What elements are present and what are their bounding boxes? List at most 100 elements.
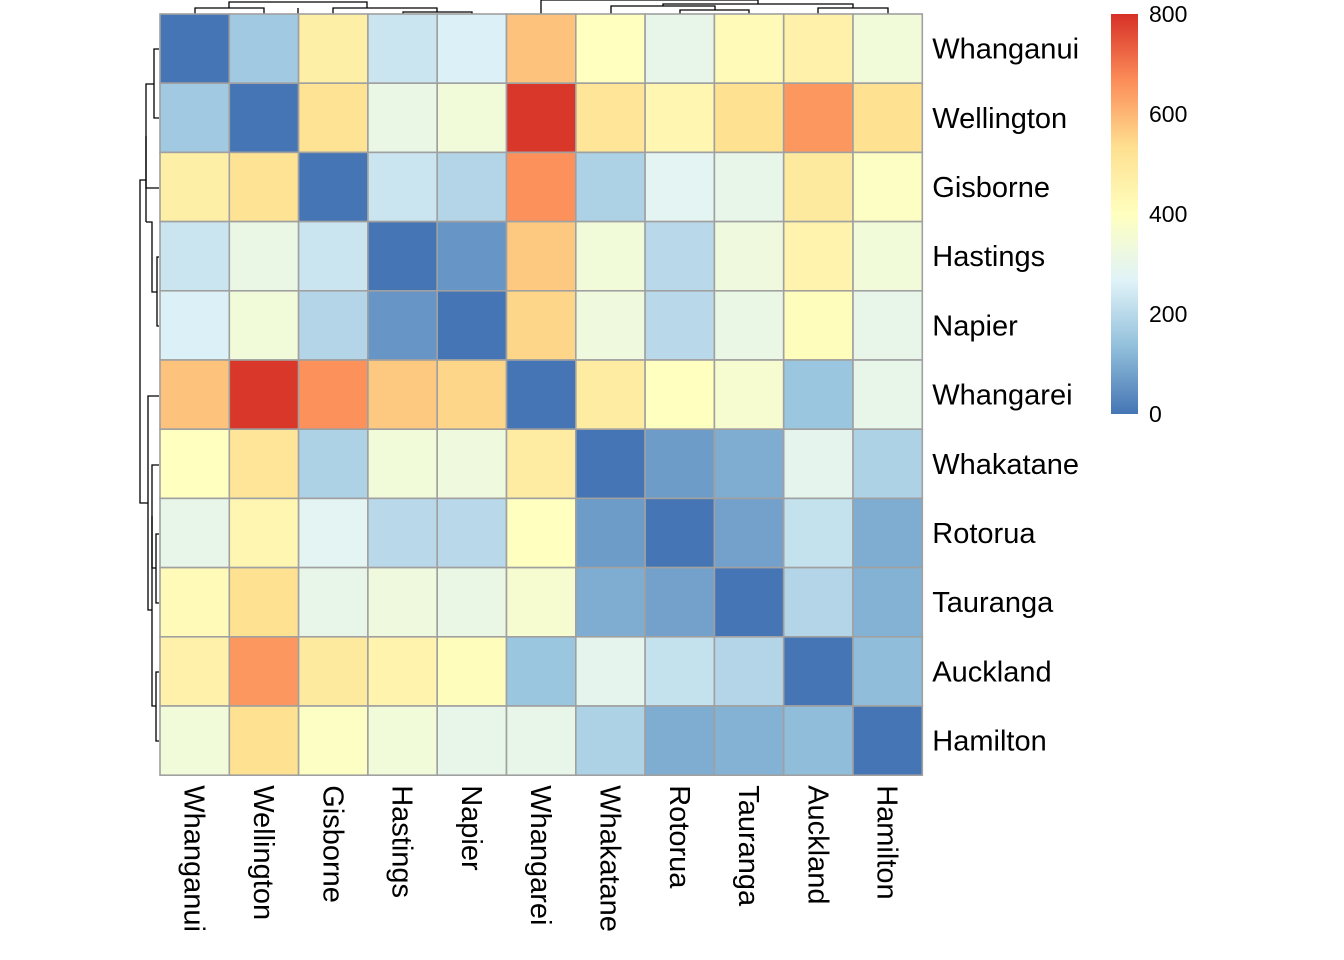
legend-gradient-bar	[1111, 14, 1138, 414]
row-label: Hastings	[932, 241, 1045, 273]
heatmap-cell	[505, 82, 577, 154]
heatmap-cell	[852, 497, 924, 569]
heatmap-cell	[574, 359, 646, 430]
heatmap-cell	[159, 705, 231, 776]
heatmap-cell	[505, 635, 577, 707]
heatmap-cell	[367, 359, 438, 430]
heatmap-cell	[367, 13, 438, 84]
row-label: Gisborne	[932, 172, 1050, 204]
heatmap-cell	[713, 151, 785, 223]
heatmap-cell	[782, 705, 854, 776]
heatmap-cell	[228, 428, 300, 500]
heatmap-cell	[505, 151, 577, 223]
row-label: Hamilton	[932, 726, 1046, 758]
heatmap-cell	[782, 566, 854, 638]
heatmap-cell	[574, 151, 646, 223]
heatmap-cell	[852, 428, 924, 500]
heatmap-cell	[228, 82, 300, 154]
heatmap-cell	[574, 635, 646, 707]
heatmap-cell	[367, 635, 438, 707]
heatmap-cell	[297, 428, 369, 500]
row-label: Rotorua	[932, 518, 1036, 550]
heatmap-cell	[436, 497, 508, 569]
heatmap-cell	[713, 705, 785, 776]
heatmap-cell	[782, 359, 854, 430]
heatmap-cell	[228, 705, 300, 776]
heatmap-cell	[713, 289, 785, 361]
heatmap-cell	[713, 13, 785, 84]
heatmap-cell	[159, 566, 231, 638]
heatmap-cell	[505, 289, 577, 361]
heatmap-cell	[852, 82, 924, 154]
column-label: Tauranga	[732, 785, 764, 907]
column-label: Hastings	[386, 785, 418, 898]
heatmap-cell	[297, 82, 369, 154]
heatmap-cell	[367, 220, 438, 292]
heatmap-cell	[713, 220, 785, 292]
heatmap-cell	[782, 151, 854, 223]
legend-tick-label: 400	[1149, 201, 1187, 227]
heatmap-cell	[713, 497, 785, 569]
row-label: Whanganui	[932, 34, 1079, 66]
heatmap-cell	[574, 220, 646, 292]
heatmap-cell	[367, 289, 438, 361]
heatmap-cell	[228, 220, 300, 292]
heatmap-cell	[228, 13, 300, 84]
heatmap-cell	[644, 289, 716, 361]
row-label: Wellington	[932, 103, 1067, 135]
heatmap-cell	[367, 497, 438, 569]
heatmap-cell	[297, 705, 369, 776]
heatmap-cell	[852, 13, 924, 84]
heatmap-cell	[159, 497, 231, 569]
heatmap-cell	[644, 428, 716, 500]
heatmap-cell	[436, 220, 508, 292]
heatmap-cell	[782, 635, 854, 707]
heatmap-cell	[159, 151, 231, 223]
heatmap-cells	[159, 13, 924, 776]
heatmap-cell	[505, 13, 577, 84]
heatmap-cell	[782, 289, 854, 361]
heatmap-cell	[644, 497, 716, 569]
heatmap-cell	[852, 220, 924, 292]
heatmap-cell	[644, 705, 716, 776]
heatmap-cell	[436, 82, 508, 154]
heatmap-cell	[782, 220, 854, 292]
heatmap-cell	[574, 497, 646, 569]
heatmap-cell	[297, 289, 369, 361]
heatmap-cell	[574, 566, 646, 638]
heatmap-cell	[297, 359, 369, 430]
heatmap-cell	[436, 566, 508, 638]
heatmap-cell	[852, 289, 924, 361]
heatmap-cell	[644, 566, 716, 638]
column-dendrogram	[194, 0, 889, 14]
legend-ticks: 0 200 400 600 800	[1149, 1, 1187, 427]
heatmap-cell	[852, 635, 924, 707]
heatmap-cell	[574, 705, 646, 776]
heatmap-cell	[297, 497, 369, 569]
heatmap-cell	[297, 566, 369, 638]
heatmap-cell	[159, 359, 231, 430]
heatmap-cell	[644, 359, 716, 430]
heatmap-cell	[159, 220, 231, 292]
heatmap-cell	[505, 428, 577, 500]
column-label: Rotorua	[663, 785, 695, 889]
heatmap-cell	[713, 635, 785, 707]
heatmap-cell	[297, 13, 369, 84]
heatmap-cell	[228, 635, 300, 707]
heatmap-cell	[644, 220, 716, 292]
column-label: Hamilton	[871, 785, 903, 899]
heatmap-cell	[436, 151, 508, 223]
heatmap-cell	[367, 428, 438, 500]
column-labels: Whanganui Wellington Gisborne Hastings Napie…	[178, 785, 903, 932]
heatmap-cell	[367, 151, 438, 223]
heatmap-cell	[782, 497, 854, 569]
heatmap-cell	[436, 635, 508, 707]
row-label: Whakatane	[932, 449, 1079, 481]
heatmap-cell	[367, 566, 438, 638]
column-label: Napier	[455, 785, 487, 871]
heatmap-cell	[367, 82, 438, 154]
heatmap-cell	[367, 705, 438, 776]
heatmap-cell	[644, 13, 716, 84]
heatmap-cell	[644, 82, 716, 154]
legend-tick-label: 0	[1149, 401, 1162, 427]
